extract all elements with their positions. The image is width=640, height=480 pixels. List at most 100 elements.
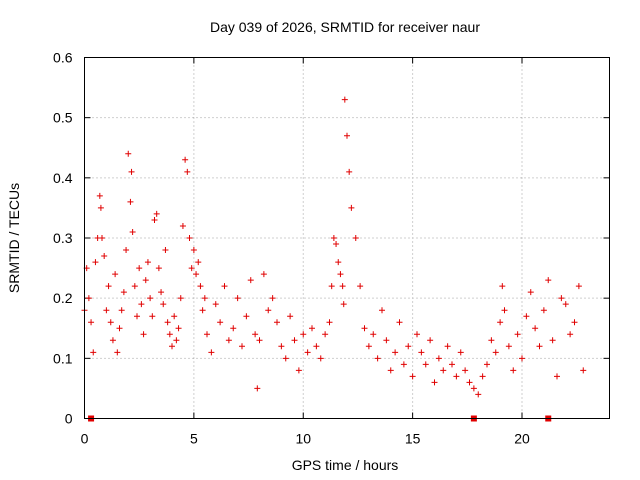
data-point: [484, 361, 490, 368]
data-point: [580, 367, 587, 374]
data-point: [136, 265, 143, 272]
data-point: [155, 265, 162, 272]
data-point: [134, 313, 140, 320]
data-point: [536, 343, 543, 350]
data-point: [171, 313, 178, 320]
data-point: [90, 349, 97, 356]
data-point: [186, 235, 193, 241]
data-point: [254, 385, 261, 392]
data-point: [193, 271, 200, 278]
data-point: [128, 168, 135, 175]
data-point: [510, 367, 517, 374]
data-point: [304, 349, 311, 356]
data-point: [309, 325, 315, 332]
data-point: [387, 367, 394, 374]
data-point: [558, 295, 565, 302]
data-point: [567, 331, 574, 338]
data-point: [175, 325, 182, 332]
y-tick-label: 0.2: [53, 290, 73, 306]
x-tick-label: 10: [295, 431, 311, 447]
data-point: [190, 247, 197, 254]
data-point: [127, 198, 134, 205]
x-tick-labels: 0 5 10 15 20: [81, 431, 530, 447]
y-tick-label: 0.5: [53, 110, 73, 126]
data-point: [444, 343, 451, 350]
data-point: [357, 283, 364, 290]
data-point: [400, 361, 407, 368]
data-point: [239, 343, 245, 350]
data-point: [212, 301, 219, 308]
data-point: [545, 277, 552, 284]
data-point: [129, 228, 136, 235]
x-axis-label: GPS time / hours: [292, 457, 399, 473]
data-point: [396, 319, 403, 326]
y-tick-labels: 0 0.1 0.2 0.3 0.4 0.5 0.6: [53, 50, 73, 427]
data-point: [519, 355, 525, 362]
data-point: [208, 349, 215, 356]
data-point: [179, 222, 186, 229]
data-point: [184, 168, 191, 175]
data-point: [475, 391, 482, 398]
y-tick-label: 0.4: [53, 170, 73, 186]
data-point: [274, 319, 280, 326]
data-point: [256, 337, 263, 344]
data-point: [142, 277, 149, 284]
data-point: [409, 373, 416, 380]
data-point: [234, 295, 241, 302]
data-point: [101, 253, 108, 260]
data-points: [81, 96, 587, 398]
data-point: [116, 325, 123, 332]
data-point: [265, 307, 272, 314]
data-point: [199, 307, 206, 314]
data-point: [431, 379, 438, 386]
data-point: [225, 337, 232, 344]
data-point: [97, 204, 104, 211]
data-point: [352, 235, 359, 241]
data-point: [365, 343, 372, 350]
data-point: [317, 355, 324, 362]
data-point: [125, 150, 132, 157]
tick-layer: [84, 57, 610, 419]
data-point: [243, 313, 250, 320]
data-point: [173, 337, 180, 344]
data-point: [449, 361, 455, 368]
data-point: [269, 295, 276, 302]
data-point: [201, 295, 208, 302]
data-point: [453, 373, 460, 380]
data-point: [418, 349, 425, 356]
data-point: [230, 325, 237, 332]
data-point: [107, 319, 114, 326]
data-point: [341, 96, 348, 103]
data-point: [549, 337, 556, 344]
y-tick-label: 0.6: [53, 50, 73, 66]
data-point: [440, 367, 447, 374]
data-point: [144, 259, 151, 266]
data-point: [252, 331, 259, 338]
x-tick-label: 15: [405, 431, 421, 447]
data-point: [346, 168, 353, 175]
data-point: [109, 337, 116, 344]
data-point: [562, 301, 569, 308]
data-point: [379, 307, 385, 314]
data-point: [158, 289, 165, 296]
data-point: [339, 283, 346, 290]
data-point: [370, 331, 377, 338]
data-point: [497, 319, 504, 326]
data-point: [197, 283, 204, 290]
data-point: [99, 235, 105, 241]
data-point: [501, 307, 508, 314]
data-point: [335, 259, 342, 266]
data-point: [313, 343, 320, 350]
grid-layer: [84, 57, 610, 419]
data-point: [221, 283, 228, 290]
data-point: [120, 289, 127, 296]
data-point: [492, 349, 499, 356]
data-point: [505, 343, 512, 350]
data-point: [457, 349, 464, 356]
data-point: [195, 259, 202, 266]
data-point: [162, 247, 169, 254]
data-point: [88, 319, 95, 326]
data-point: [575, 283, 582, 290]
data-point: [348, 204, 355, 211]
